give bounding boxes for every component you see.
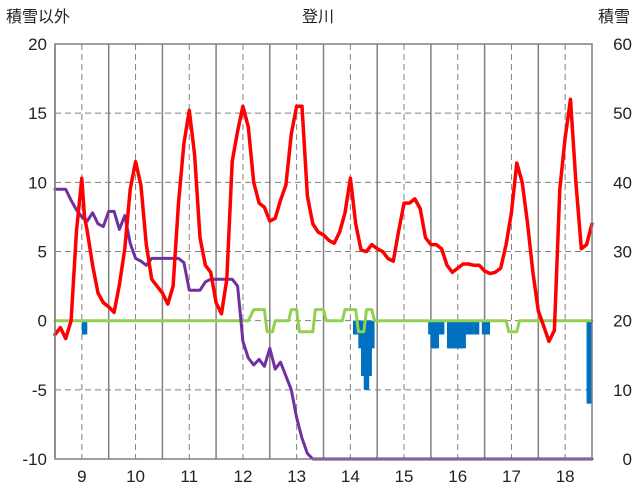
x-tick-label: 13	[287, 467, 306, 486]
precipitation-bar	[369, 320, 375, 349]
left-axis-label: 積雪以外	[6, 7, 70, 26]
bar-series	[81, 320, 593, 404]
left-y-tick-label: -5	[32, 381, 47, 400]
precipitation-bar	[484, 320, 491, 335]
x-tick-label: 17	[502, 467, 521, 486]
right-axis-label: 積雪	[598, 7, 630, 26]
snow-depth-line	[53, 187, 594, 461]
right-y-tick-label: 20	[613, 312, 632, 331]
precipitation-bar	[438, 320, 445, 335]
plot-frame	[54, 43, 593, 460]
precipitation-bar	[433, 320, 440, 349]
chart-title: 登川	[302, 7, 334, 26]
left-y-tick-label: -10	[22, 450, 47, 469]
x-tick-label: 11	[180, 467, 198, 486]
right-y-tick-label: 60	[613, 35, 632, 54]
left-y-tick-label: 15	[28, 104, 47, 123]
precipitation-line-line	[53, 308, 594, 334]
right-y-tick-label: 0	[623, 450, 632, 469]
x-tick-label: 9	[77, 467, 86, 486]
left-y-tick-label: 20	[28, 35, 47, 54]
left-y-tick-label: 5	[38, 243, 47, 262]
grid	[54, 43, 592, 460]
x-tick-label: 14	[341, 467, 360, 486]
right-y-tick-label: 50	[613, 104, 632, 123]
x-tick-label: 15	[395, 467, 414, 486]
right-y-tick-label: 10	[613, 381, 632, 400]
precipitation-bar	[81, 320, 88, 335]
left-y-tick-label: 0	[38, 312, 47, 331]
x-tick-label: 10	[126, 467, 145, 486]
precipitation-bar	[586, 320, 593, 404]
x-tick-label: 12	[233, 467, 252, 486]
right-y-tick-label: 40	[613, 173, 632, 192]
precipitation-bar	[473, 320, 480, 335]
left-y-tick-label: 10	[28, 173, 47, 192]
precipitation-bar	[352, 320, 359, 335]
precipitation-bar	[463, 320, 469, 335]
precipitation-bar	[468, 320, 474, 335]
x-tick-label: 16	[448, 467, 467, 486]
right-y-tick-label: 30	[613, 243, 632, 262]
x-tick-label: 18	[556, 467, 575, 486]
line-series	[53, 97, 594, 461]
temperature-line	[53, 97, 594, 344]
